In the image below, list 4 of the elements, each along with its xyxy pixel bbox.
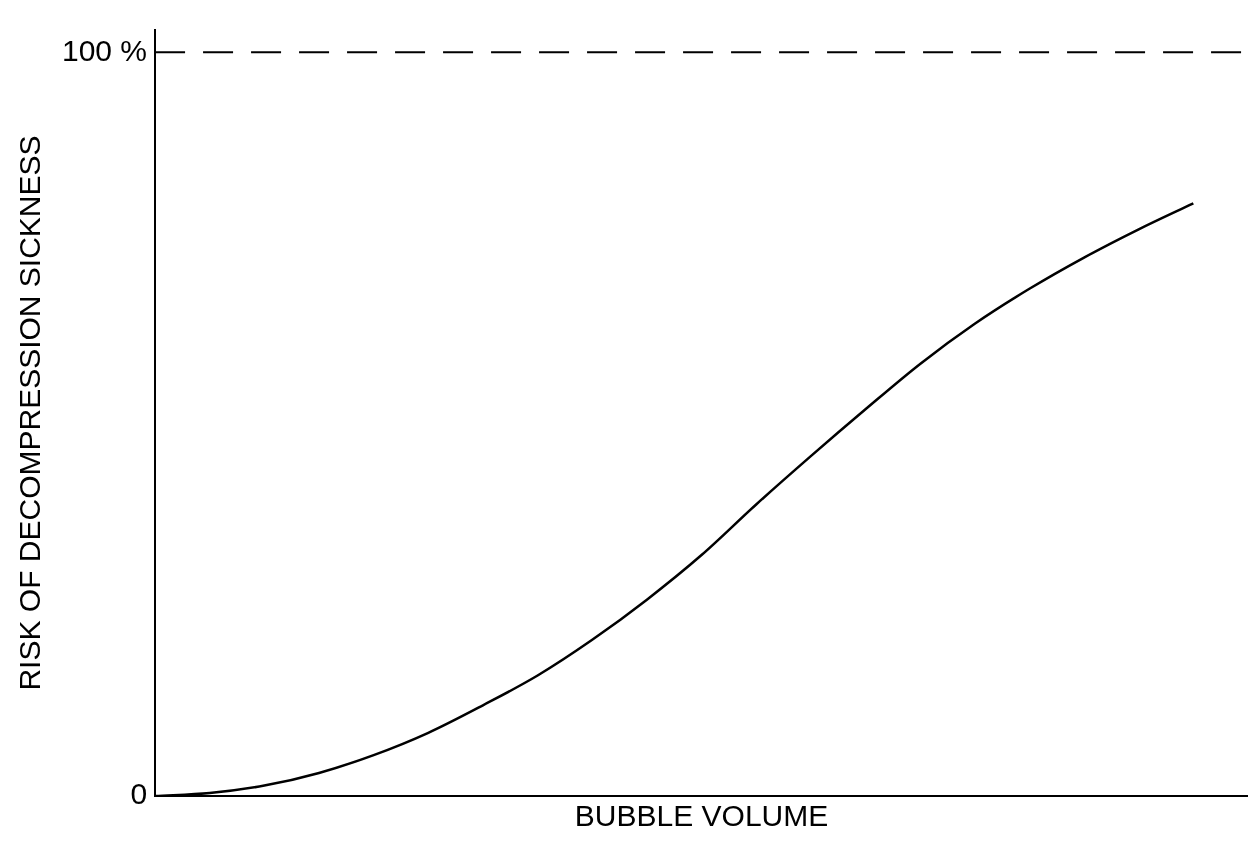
y-tick-label: 100 %	[61, 33, 148, 67]
y-axis-title: RISK OF DECOMPRESSION SICKNESS	[13, 135, 47, 691]
x-axis-title: BUBBLE VOLUME	[574, 799, 829, 833]
y-tick-label: 0	[130, 777, 148, 811]
